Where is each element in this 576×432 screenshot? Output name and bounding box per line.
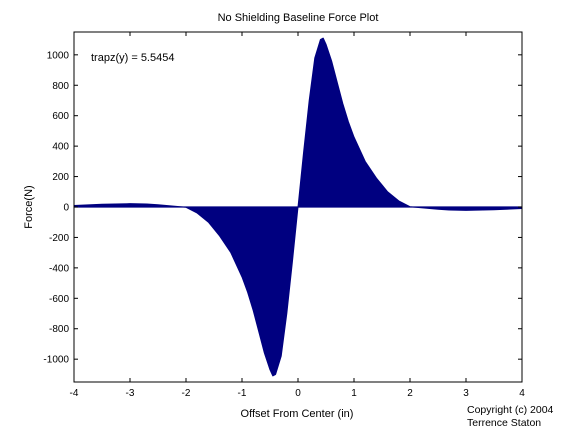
y-tick-label: -1000 [43,355,69,366]
copyright-author: Terrence Staton [467,417,541,429]
trapz-annotation: trapz(y) = 5.5454 [91,52,174,64]
x-tick-label: 0 [295,388,301,399]
x-tick-label: -3 [126,388,135,399]
y-tick-label: 400 [52,142,69,153]
y-tick-label: -600 [49,294,69,305]
y-tick-label: 1000 [47,50,70,61]
x-axis-label: Offset From Center (in) [241,408,354,420]
copyright-line: Copyright (c) 2004 [467,404,554,416]
x-tick-label: -4 [70,388,79,399]
x-tick-label: 3 [463,388,469,399]
y-tick-label: 600 [52,111,69,122]
x-tick-label: 4 [519,388,525,399]
y-tick-label: -400 [49,263,69,274]
chart-title: No Shielding Baseline Force Plot [218,12,379,24]
x-tick-label: -2 [182,388,191,399]
y-tick-label: 200 [52,172,69,183]
x-tick-label: 2 [407,388,413,399]
x-tick-label: 1 [351,388,357,399]
x-tick-label: -1 [238,388,247,399]
y-tick-label: -200 [49,233,69,244]
y-tick-label: 800 [52,81,69,92]
y-axis-label: Force(N) [23,185,35,228]
y-tick-label: -800 [49,324,69,335]
y-tick-label: 0 [63,203,69,214]
